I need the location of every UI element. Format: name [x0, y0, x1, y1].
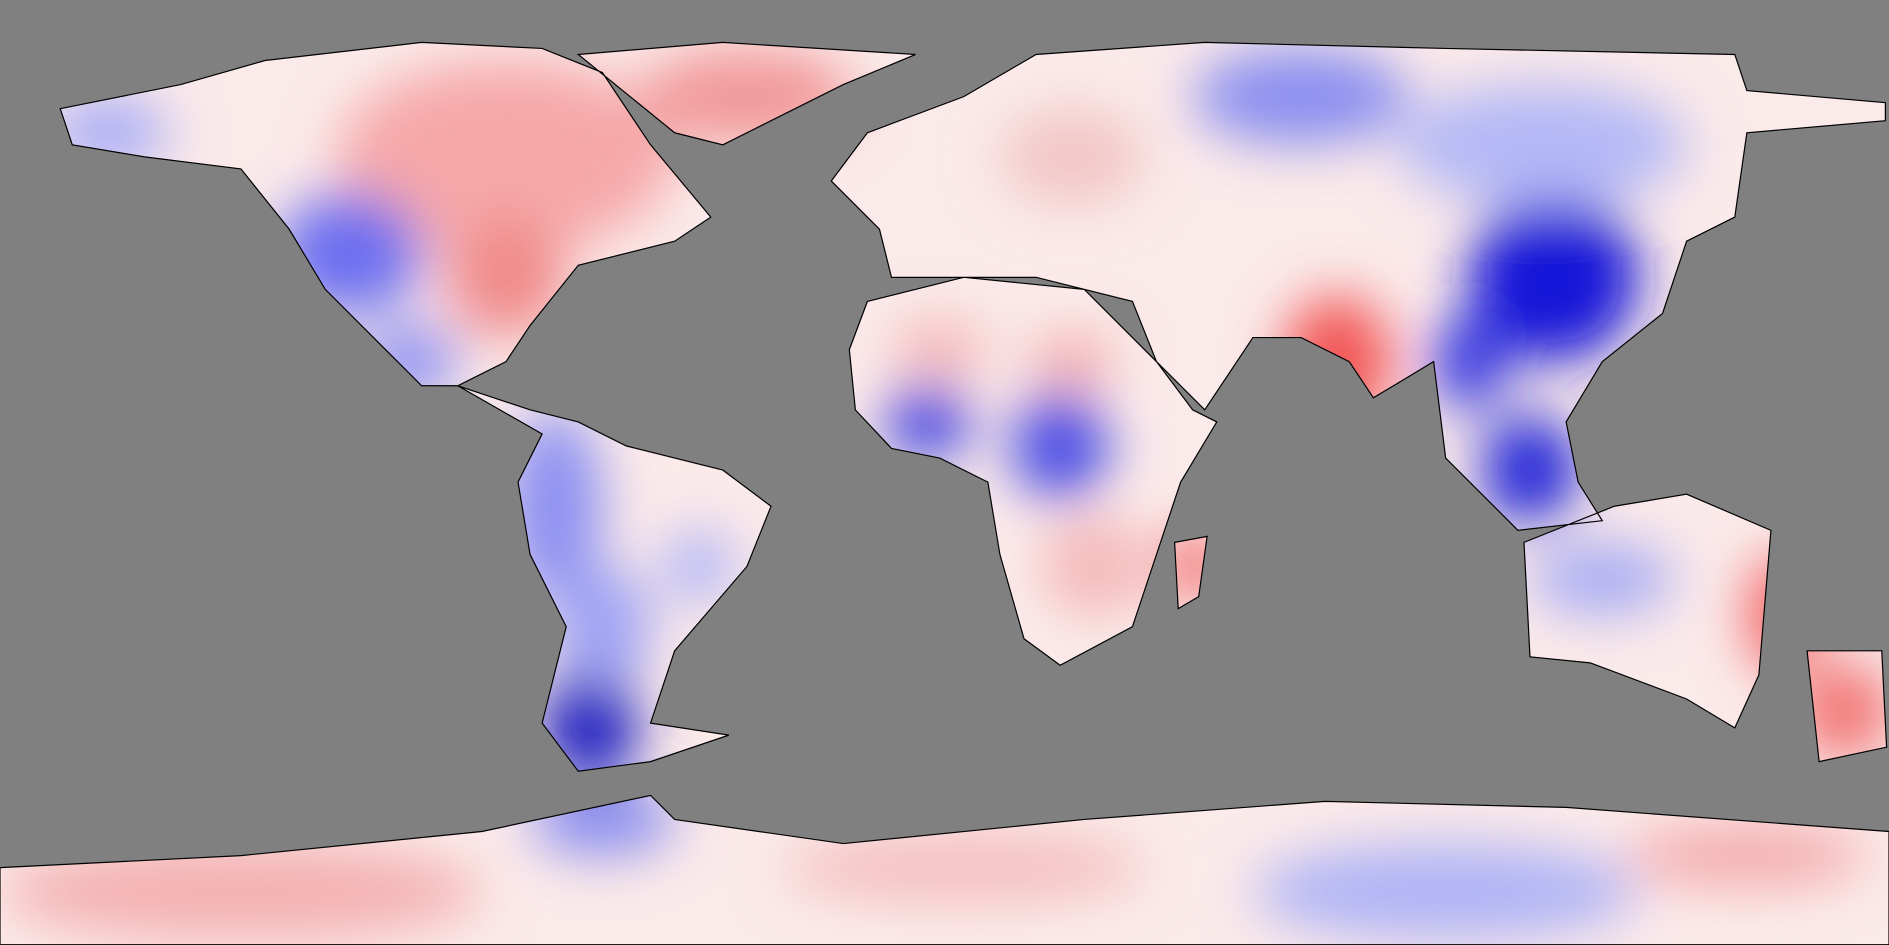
- temperature-anomaly-map: [0, 41, 1889, 945]
- page: [0, 41, 1889, 945]
